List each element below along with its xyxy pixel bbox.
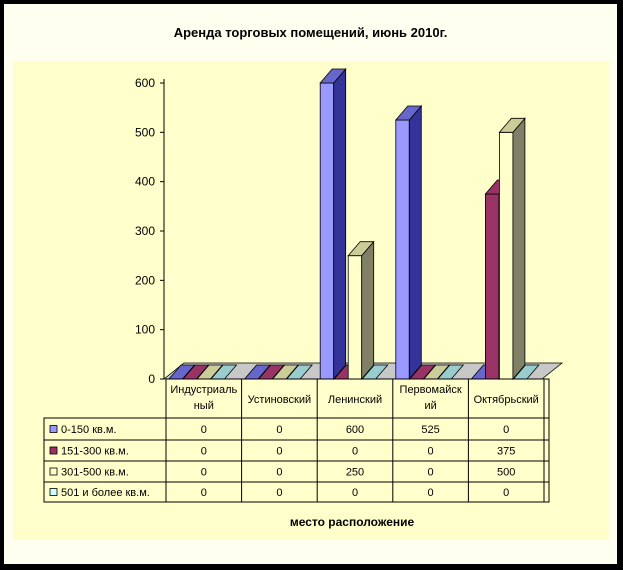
data-label: 250 xyxy=(346,467,364,479)
chart-title: Аренда торговых помещений, июнь 2010г. xyxy=(173,25,448,40)
data-label: 0 xyxy=(503,424,509,436)
category-label: Октябрьский xyxy=(474,394,539,406)
y-tick-label: 300 xyxy=(135,224,155,238)
data-label: 0 xyxy=(201,424,207,436)
data-label: 0 xyxy=(503,487,509,499)
legend-key xyxy=(49,425,58,433)
category-label-line: Ленинский xyxy=(328,394,382,406)
bar-top xyxy=(347,241,375,257)
data-label: 0 xyxy=(428,487,434,499)
data-label: 0 xyxy=(201,446,207,458)
bar xyxy=(319,67,347,381)
bar xyxy=(347,240,375,381)
y-tick-label: 200 xyxy=(135,273,155,287)
legend-label: 0-150 кв.м. xyxy=(61,424,117,436)
category-label-line: Устиновский xyxy=(248,394,311,406)
bar-front xyxy=(395,119,410,380)
category-label-line: ный xyxy=(194,400,214,412)
bar-side xyxy=(333,67,347,381)
data-label: 0 xyxy=(428,467,434,479)
legend-label: 501 и более кв.м. xyxy=(61,487,150,499)
x-axis-title: место расположение xyxy=(290,515,415,529)
y-tick-label: 100 xyxy=(135,323,155,337)
y-tick-label: 400 xyxy=(135,175,155,189)
chart-plot: 0 100 200 300 400 500 600 Индустриаль ный Устинов… xyxy=(13,61,609,539)
legend-label: 151-300 кв.м. xyxy=(61,446,129,458)
data-label: 0 xyxy=(201,487,207,499)
category-label-line: Индустриаль xyxy=(170,384,237,396)
data-label: 600 xyxy=(346,424,364,436)
category-label-line: Октябрьский xyxy=(474,394,539,406)
legend-key xyxy=(49,488,58,496)
data-label: 0 xyxy=(276,467,282,479)
y-tick-label: 600 xyxy=(135,76,155,90)
category-label: Устиновский xyxy=(248,394,311,406)
data-label: 0 xyxy=(276,424,282,436)
data-label: 0 xyxy=(352,446,358,458)
y-tick-label: 0 xyxy=(148,372,155,386)
bar-side xyxy=(408,104,422,381)
table-body-box xyxy=(43,417,550,503)
category-label: Первомайск ий xyxy=(400,384,462,412)
bar xyxy=(498,117,526,381)
bar-top xyxy=(498,117,526,133)
y-tick-label: 500 xyxy=(135,125,155,139)
data-label: 0 xyxy=(276,446,282,458)
data-label: 0 xyxy=(428,446,434,458)
data-label: 0 xyxy=(201,467,207,479)
bar-front xyxy=(319,82,335,380)
bar-front xyxy=(484,193,500,380)
bar-top xyxy=(394,105,423,121)
legend-key xyxy=(49,446,58,455)
category-label: Ленинский xyxy=(328,394,382,406)
bar-front xyxy=(498,131,514,380)
bar xyxy=(394,104,423,381)
data-label: 0 xyxy=(352,487,358,499)
data-label: 500 xyxy=(497,467,515,479)
bar-side xyxy=(361,240,375,381)
category-label: Индустриаль ный xyxy=(170,384,237,412)
bar-front xyxy=(347,255,363,380)
legend-key xyxy=(49,467,58,476)
category-label-line: ий xyxy=(424,400,436,412)
data-label: 375 xyxy=(497,446,515,458)
bar-side xyxy=(512,117,526,381)
data-label: 0 xyxy=(276,487,282,499)
chart-frame: Аренда торговых помещений, июнь 2010г. 0… xyxy=(4,4,617,564)
category-label-line: Первомайск xyxy=(400,384,462,396)
legend-label: 301-500 кв.м. xyxy=(61,467,129,479)
data-label: 525 xyxy=(421,424,439,436)
bar-top xyxy=(319,68,347,84)
